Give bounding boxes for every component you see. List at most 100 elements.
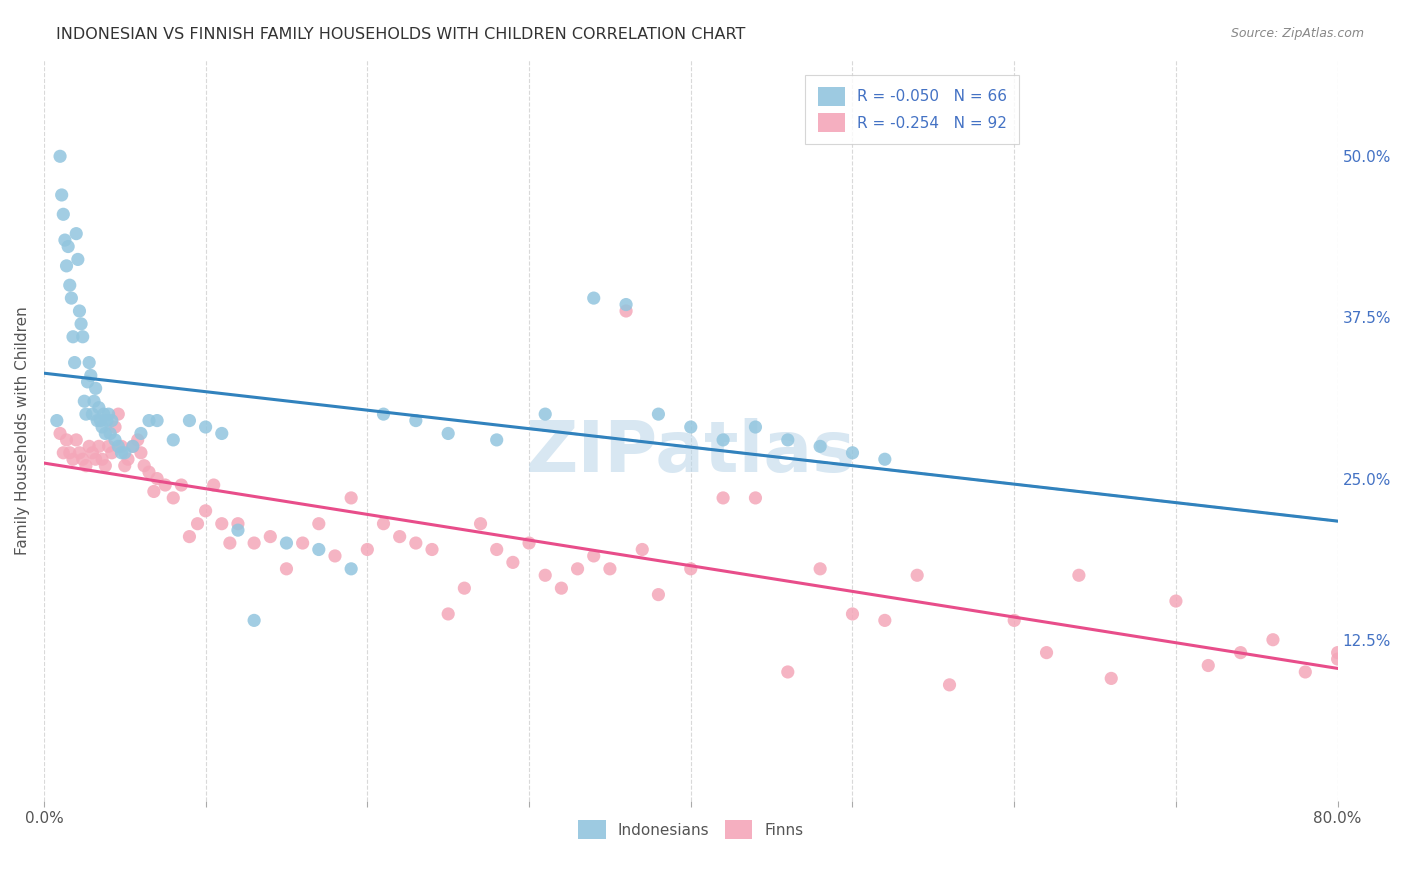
Point	[502, 555, 524, 569]
Point	[56, 239, 79, 253]
Point	[170, 478, 193, 492]
Point	[194, 420, 217, 434]
Point	[84, 381, 107, 395]
Point	[87, 439, 110, 453]
Point	[276, 562, 298, 576]
Point	[138, 413, 160, 427]
Point	[138, 465, 160, 479]
Point	[679, 420, 702, 434]
Point	[1261, 632, 1284, 647]
Point	[80, 368, 103, 383]
Point	[63, 355, 86, 369]
Point	[744, 491, 766, 505]
Point	[291, 536, 314, 550]
Point	[1099, 672, 1122, 686]
Point	[711, 433, 734, 447]
Point	[808, 439, 831, 453]
Point	[69, 446, 91, 460]
Point	[226, 523, 249, 537]
Point	[1391, 646, 1406, 660]
Point	[142, 484, 165, 499]
Point	[356, 542, 378, 557]
Point	[405, 413, 427, 427]
Text: Source: ZipAtlas.com: Source: ZipAtlas.com	[1230, 27, 1364, 40]
Point	[51, 188, 73, 202]
Point	[194, 504, 217, 518]
Point	[49, 426, 72, 441]
Point	[276, 536, 298, 550]
Point	[776, 665, 799, 679]
Point	[340, 491, 363, 505]
Point	[179, 413, 201, 427]
Point	[45, 413, 67, 427]
Text: ZIPatlas: ZIPatlas	[526, 418, 856, 487]
Point	[938, 678, 960, 692]
Point	[77, 439, 100, 453]
Point	[62, 452, 84, 467]
Point	[52, 446, 75, 460]
Point	[76, 375, 98, 389]
Point	[107, 407, 129, 421]
Point	[75, 458, 97, 473]
Point	[711, 491, 734, 505]
Point	[89, 413, 111, 427]
Point	[841, 607, 863, 621]
Point	[744, 420, 766, 434]
Point	[117, 452, 139, 467]
Point	[1067, 568, 1090, 582]
Point	[373, 516, 395, 531]
Point	[1197, 658, 1219, 673]
Point	[873, 452, 896, 467]
Point	[55, 259, 77, 273]
Point	[631, 542, 654, 557]
Point	[582, 549, 605, 563]
Point	[77, 355, 100, 369]
Point	[97, 407, 120, 421]
Point	[647, 588, 669, 602]
Legend: Indonesians, Finns: Indonesians, Finns	[572, 814, 810, 845]
Point	[49, 149, 72, 163]
Point	[59, 278, 82, 293]
Point	[1326, 652, 1348, 666]
Point	[134, 458, 156, 473]
Point	[98, 426, 121, 441]
Point	[82, 446, 104, 460]
Point	[110, 446, 132, 460]
Point	[405, 536, 427, 550]
Point	[69, 304, 91, 318]
Point	[308, 542, 330, 557]
Point	[65, 227, 87, 241]
Point	[72, 452, 94, 467]
Point	[550, 581, 572, 595]
Point	[114, 446, 136, 460]
Point	[104, 420, 127, 434]
Point	[1358, 690, 1381, 705]
Point	[73, 394, 96, 409]
Point	[72, 330, 94, 344]
Point	[94, 458, 117, 473]
Point	[83, 394, 105, 409]
Point	[110, 439, 132, 453]
Point	[53, 233, 76, 247]
Point	[614, 304, 637, 318]
Point	[340, 562, 363, 576]
Point	[905, 568, 928, 582]
Point	[599, 562, 621, 576]
Point	[373, 407, 395, 421]
Point	[101, 446, 124, 460]
Point	[66, 252, 89, 267]
Text: INDONESIAN VS FINNISH FAMILY HOUSEHOLDS WITH CHILDREN CORRELATION CHART: INDONESIAN VS FINNISH FAMILY HOUSEHOLDS …	[56, 27, 745, 42]
Point	[1229, 646, 1251, 660]
Point	[259, 530, 281, 544]
Point	[211, 516, 233, 531]
Point	[62, 330, 84, 344]
Point	[127, 433, 149, 447]
Y-axis label: Family Households with Children: Family Households with Children	[15, 306, 30, 555]
Point	[202, 478, 225, 492]
Point	[82, 407, 104, 421]
Point	[91, 420, 114, 434]
Point	[107, 439, 129, 453]
Point	[52, 207, 75, 221]
Point	[162, 433, 184, 447]
Point	[420, 542, 443, 557]
